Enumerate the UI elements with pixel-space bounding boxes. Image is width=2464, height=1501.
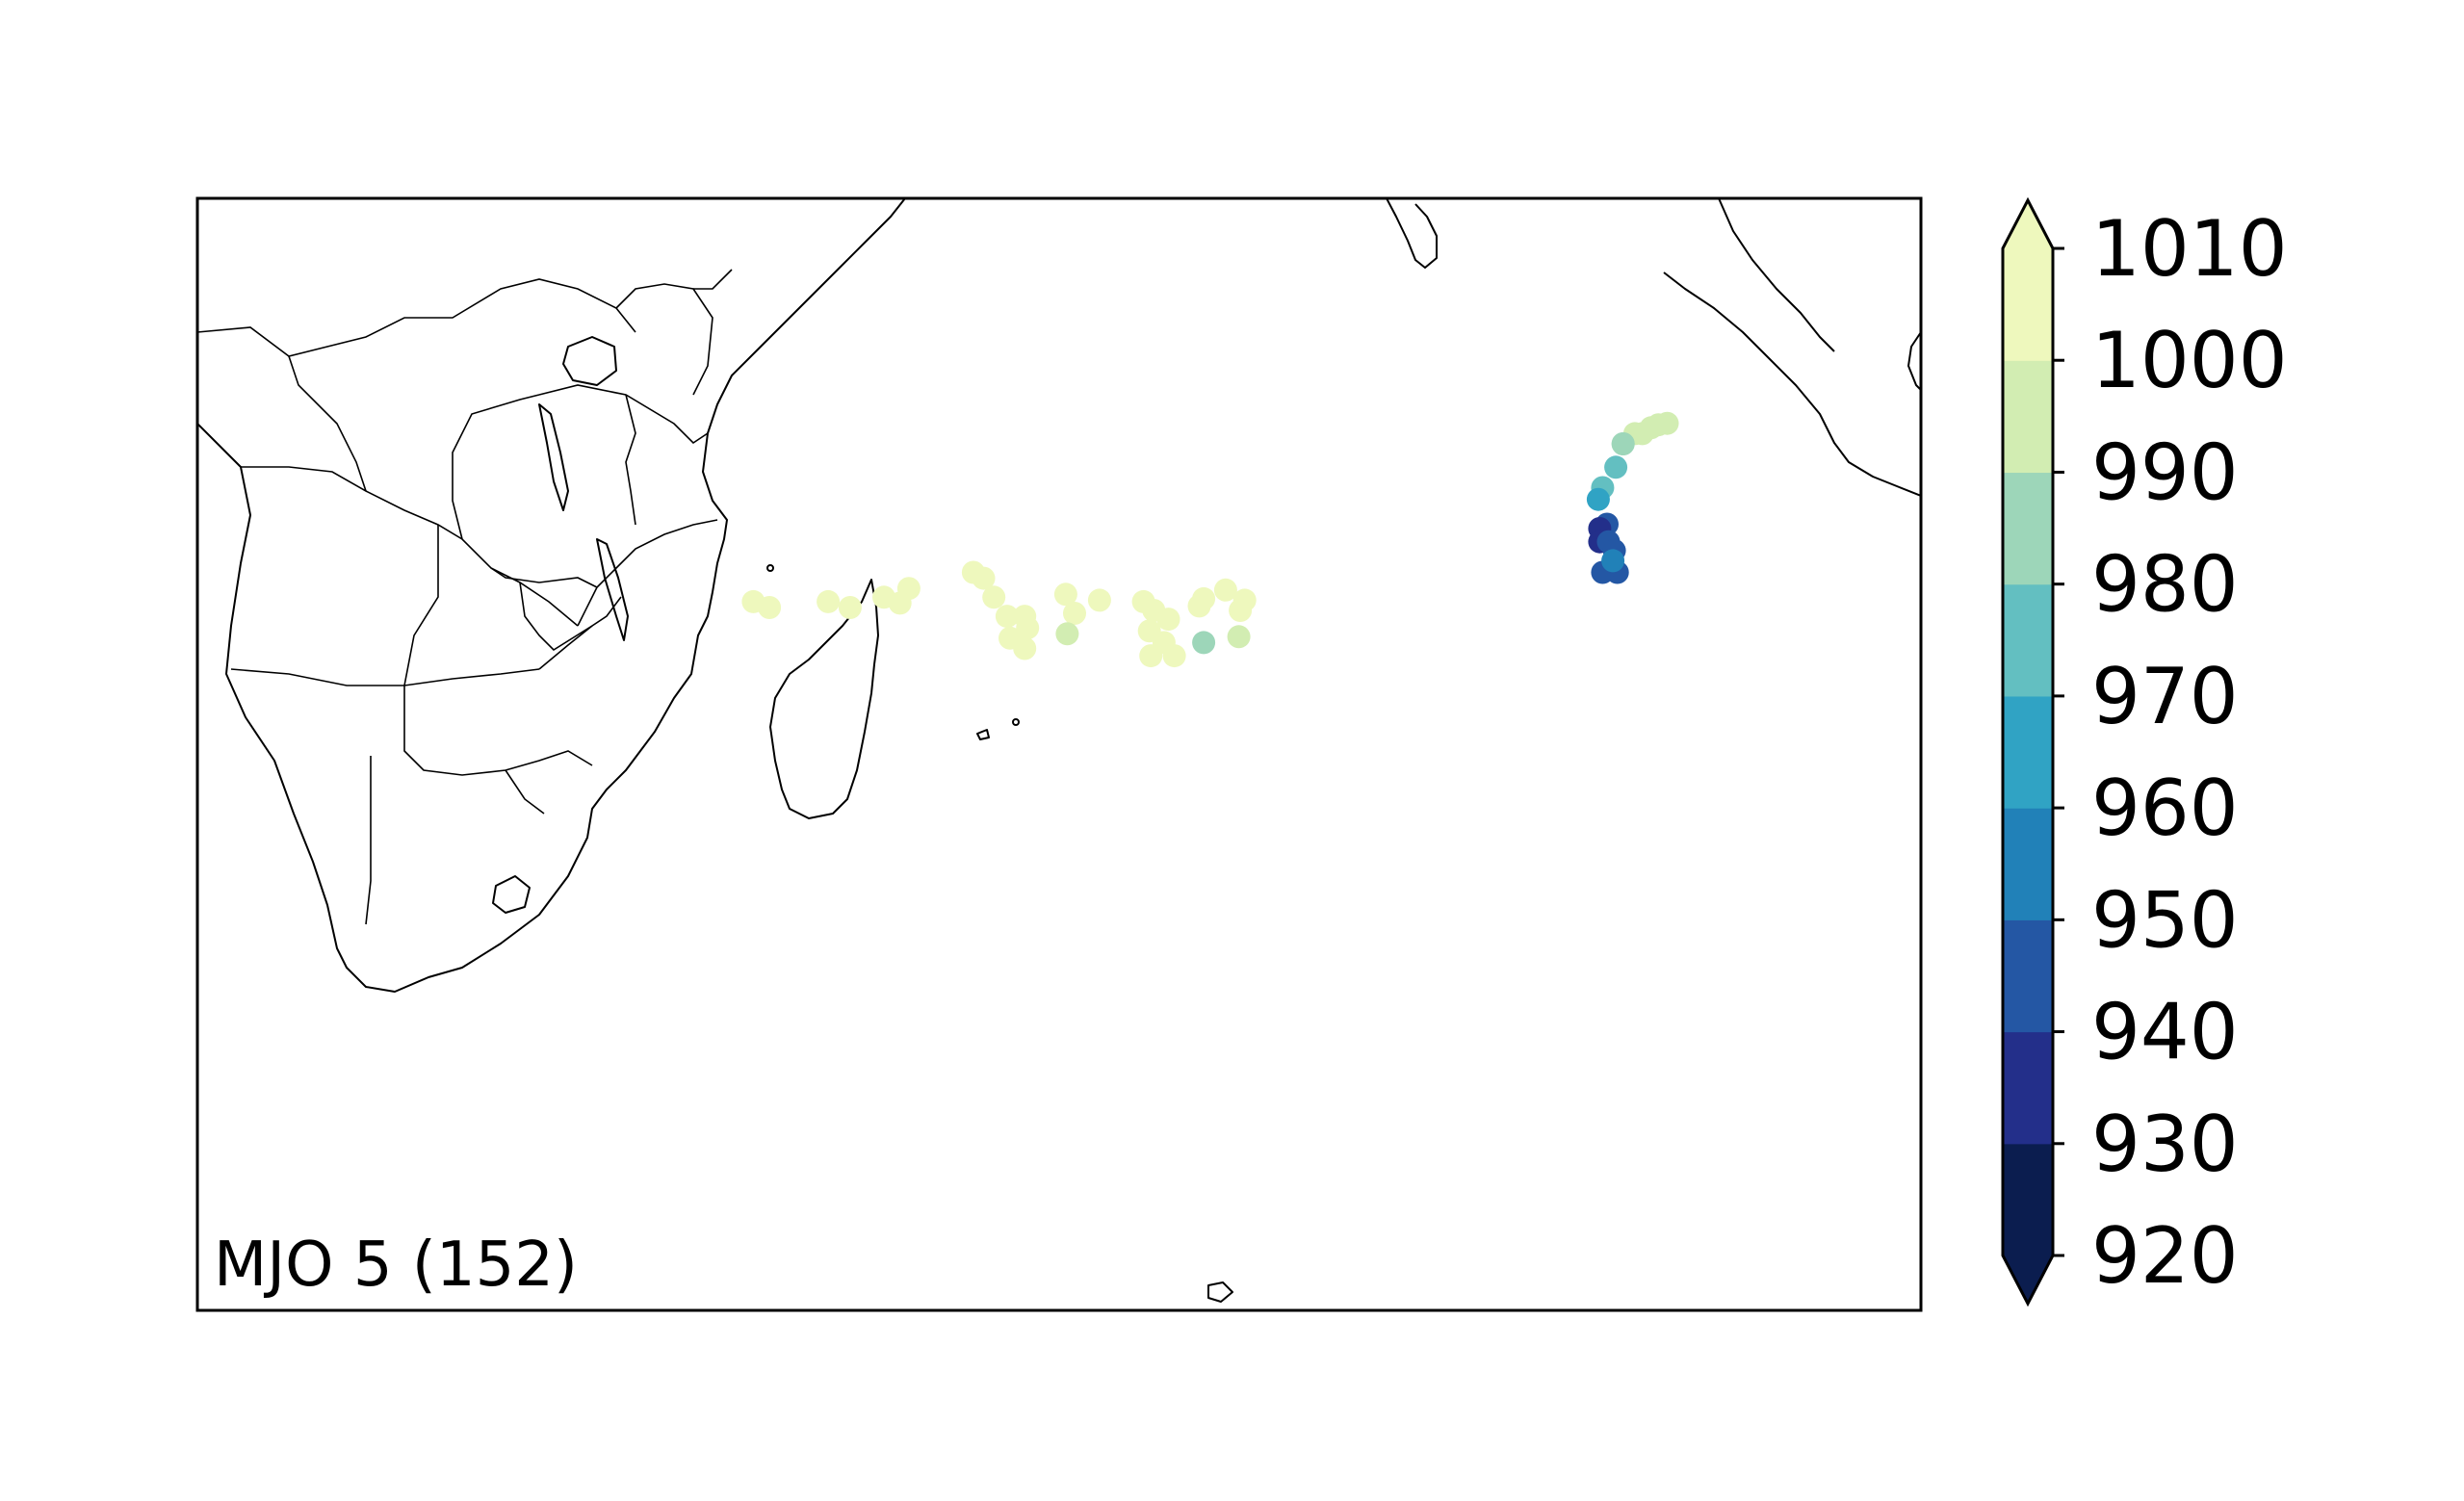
colorbar-segment	[2003, 1143, 2053, 1256]
track-point	[838, 596, 862, 619]
track-point	[1227, 625, 1251, 649]
country-borders	[197, 269, 733, 925]
colorbar-segment	[2003, 583, 2053, 697]
track-point	[1156, 608, 1180, 632]
track-point	[1611, 432, 1635, 455]
track-point	[1586, 487, 1610, 511]
sumatra-coastline	[1663, 272, 1921, 497]
colorbar-tick-label: 1010	[2091, 204, 2288, 294]
track-point	[1013, 605, 1037, 629]
colorbar-segment	[2003, 472, 2053, 585]
malay-peninsula	[1718, 198, 1835, 352]
colorbar-tick-label: 920	[2091, 1211, 2239, 1301]
track-point	[1087, 588, 1111, 612]
track-point	[995, 605, 1019, 629]
lesotho	[492, 875, 531, 914]
colorbar-segment	[2003, 248, 2053, 361]
island	[976, 729, 990, 740]
track-point	[1604, 455, 1628, 479]
track-point	[1139, 644, 1163, 668]
track-point	[1053, 582, 1077, 607]
map-panel: MJO 5 (152)	[195, 196, 1923, 1312]
lake-malawi	[596, 538, 629, 641]
colorbar-extend-top	[2003, 200, 2053, 248]
panel-label: MJO 5 (152)	[214, 1229, 578, 1301]
track-point	[999, 626, 1022, 650]
borneo-edge	[1907, 331, 1921, 391]
track-point	[1162, 644, 1186, 668]
sri-lanka	[1386, 198, 1438, 269]
track-point	[982, 585, 1006, 609]
track-point	[1213, 578, 1237, 602]
track-point	[961, 560, 985, 584]
track-point	[1137, 619, 1161, 643]
track-point	[872, 585, 895, 609]
colorbar-segment	[2003, 808, 2053, 920]
colorbar	[2001, 196, 2055, 1307]
track-point	[1192, 631, 1216, 655]
island	[766, 564, 774, 572]
colorbar-segment	[2003, 695, 2053, 809]
lake-victoria	[562, 336, 617, 386]
lake-tanganyika	[538, 403, 569, 511]
colorbar-tick-label: 930	[2091, 1100, 2239, 1189]
africa-coastline	[197, 198, 906, 993]
colorbar-segment	[2003, 919, 2053, 1033]
colorbar-extend-bottom	[2003, 1255, 2053, 1304]
colorbar-tick-label: 980	[2091, 540, 2239, 630]
map-frame	[195, 196, 1923, 1312]
kerguelen-island	[1207, 1281, 1233, 1303]
colorbar-tick-label: 1000	[2091, 316, 2288, 405]
track-point	[1229, 599, 1253, 622]
island	[1012, 718, 1020, 726]
colorbar-tick-label: 940	[2091, 988, 2239, 1077]
track-point	[817, 589, 841, 613]
colorbar-tick-label: 990	[2091, 427, 2239, 517]
track-point	[1601, 549, 1625, 573]
track-point	[1187, 594, 1211, 618]
track-point	[1055, 622, 1079, 646]
colorbar-tick-label: 970	[2091, 652, 2239, 741]
track-point	[1063, 602, 1086, 625]
map-basemap	[197, 198, 1921, 1303]
cyclone-points	[741, 411, 1679, 668]
colorbar-ticks: 920 930 940 950 960 970 980 990 1000 1010	[2053, 204, 2288, 1301]
madagascar	[769, 579, 879, 819]
colorbar-tick-label: 960	[2091, 763, 2239, 853]
track-point	[741, 589, 765, 613]
colorbar-segment	[2003, 360, 2053, 474]
colorbar-tick-label: 950	[2091, 875, 2239, 965]
colorbar-segment	[2003, 1031, 2053, 1145]
